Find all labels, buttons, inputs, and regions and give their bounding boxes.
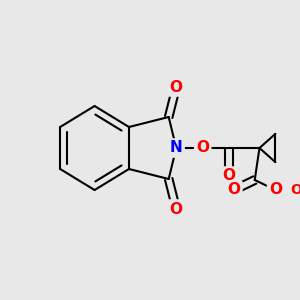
Text: N: N	[170, 140, 183, 155]
Text: O: O	[223, 169, 236, 184]
Text: O: O	[269, 182, 282, 197]
Text: O: O	[170, 80, 183, 94]
Text: O: O	[227, 182, 240, 197]
Text: O: O	[196, 140, 209, 155]
Text: O: O	[170, 202, 183, 217]
Text: O: O	[290, 183, 300, 197]
